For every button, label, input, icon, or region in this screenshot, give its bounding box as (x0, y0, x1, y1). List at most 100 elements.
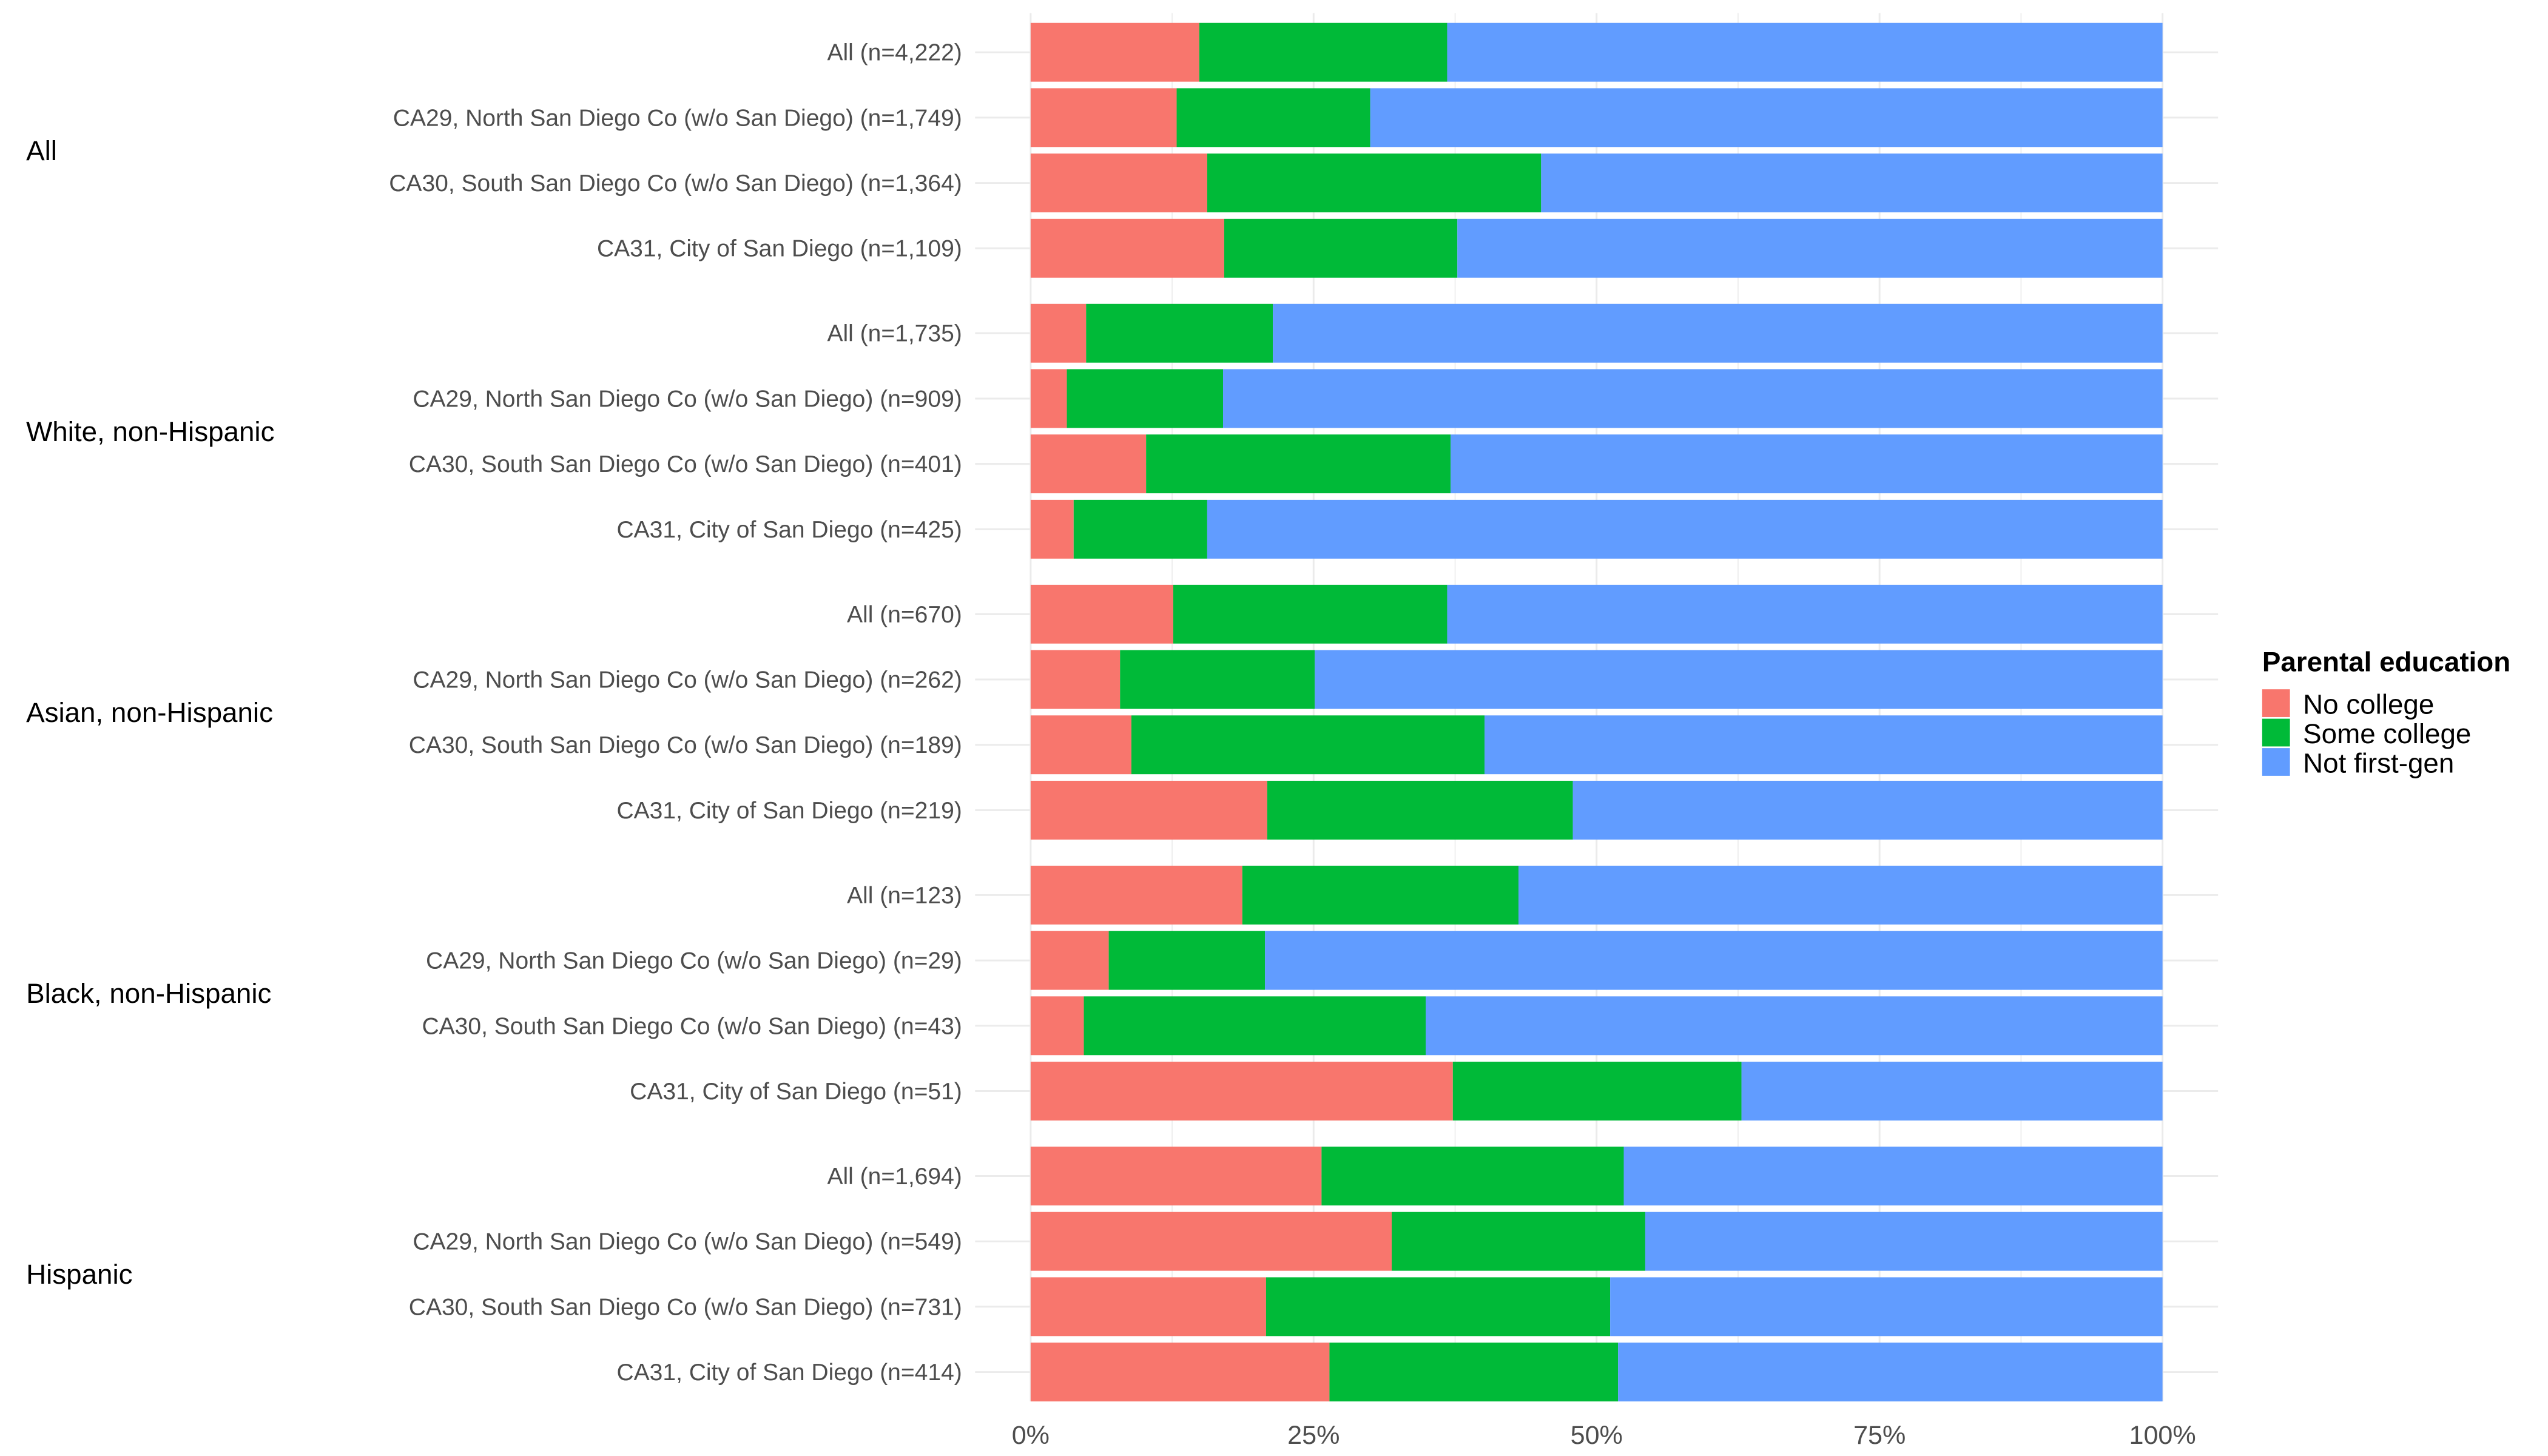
bar-segment-not-first-gen (1645, 1212, 2163, 1271)
row-label: CA31, City of San Diego (n=1,109) (597, 236, 962, 262)
row-label: CA29, North San Diego Co (w/o San Diego)… (413, 386, 962, 412)
bar-segment-not-first-gen (1273, 303, 2163, 363)
bar-segment-no-college (1030, 1147, 1322, 1205)
row-label: All (n=123) (847, 883, 962, 909)
group-label: Asian, non-Hispanic (26, 697, 273, 728)
legend-key-no-college (2262, 689, 2290, 717)
bar-segment-not-first-gen (1610, 1277, 2163, 1336)
bar-segment-not-first-gen (1370, 88, 2163, 147)
bars (1030, 22, 2163, 1402)
bar-segment-some-college (1120, 650, 1315, 709)
bar-segment-no-college (1030, 303, 1087, 363)
row-label: CA31, City of San Diego (n=414) (616, 1360, 962, 1386)
bar-segment-not-first-gen (1485, 715, 2163, 775)
bar-segment-not-first-gen (1457, 218, 2163, 278)
x-tick-label: 25% (1287, 1421, 1340, 1450)
bar-segment-not-first-gen (1451, 434, 2163, 494)
bar-segment-no-college (1030, 584, 1173, 644)
bar-segment-not-first-gen (1447, 584, 2163, 644)
row-label: CA31, City of San Diego (n=51) (630, 1079, 962, 1105)
bar-segment-not-first-gen (1265, 931, 2163, 990)
row-label: CA30, South San Diego Co (w/o San Diego)… (389, 170, 962, 197)
row-labels: All (n=4,222) CA29, North San Diego Co (w… (26, 40, 962, 1386)
bar-segment-not-first-gen (1623, 1147, 2163, 1205)
x-tick-label: 50% (1571, 1421, 1623, 1450)
bar-segment-not-first-gen (1447, 22, 2163, 82)
bar-segment-some-college (1108, 931, 1266, 990)
legend-key-some-college (2262, 718, 2290, 747)
row-label: CA30, South San Diego Co (w/o San Diego)… (409, 732, 962, 758)
x-axis: 0% 25% 50% 75% 100% (1012, 1421, 2196, 1450)
bar-segment-no-college (1030, 1212, 1392, 1271)
bar-segment-some-college (1224, 218, 1458, 278)
row-label: CA31, City of San Diego (n=219) (616, 798, 962, 824)
row-label: CA29, North San Diego Co (w/o San Diego)… (413, 667, 962, 693)
bar-segment-some-college (1199, 22, 1448, 82)
bar-segment-no-college (1030, 780, 1267, 840)
bar-segment-no-college (1030, 1343, 1330, 1402)
bar-segment-no-college (1030, 1062, 1453, 1121)
bar-segment-not-first-gen (1541, 153, 2163, 213)
bar-segment-some-college (1207, 153, 1542, 213)
row-label: CA29, North San Diego Co (w/o San Diego)… (413, 1229, 962, 1255)
bar-segment-some-college (1146, 434, 1451, 494)
bar-segment-not-first-gen (1741, 1062, 2163, 1121)
group-label: Hispanic (26, 1259, 132, 1290)
bar-segment-some-college (1266, 1277, 1611, 1336)
x-tick-label: 0% (1012, 1421, 1050, 1450)
row-label: CA30, South San Diego Co (w/o San Diego)… (422, 1013, 962, 1039)
bar-segment-not-first-gen (1425, 996, 2163, 1056)
group-label: All (26, 135, 57, 166)
bar-segment-no-college (1030, 1277, 1266, 1336)
bar-segment-some-college (1086, 303, 1273, 363)
bar-segment-no-college (1030, 22, 1199, 82)
legend-title: Parental education (2262, 647, 2510, 678)
row-label: All (n=1,735) (827, 321, 962, 347)
bar-segment-no-college (1030, 931, 1109, 990)
legend-label: Some college (2303, 718, 2471, 749)
bar-segment-some-college (1067, 369, 1224, 428)
x-tick-label: 75% (1853, 1421, 1906, 1450)
bar-segment-no-college (1030, 153, 1207, 213)
bar-segment-no-college (1030, 218, 1224, 278)
bar-segment-some-college (1452, 1062, 1742, 1121)
bar-segment-no-college (1030, 88, 1177, 147)
row-label: All (n=670) (847, 602, 962, 628)
bar-segment-no-college (1030, 865, 1242, 925)
group-label: White, non-Hispanic (26, 416, 274, 447)
group-label: Black, non-Hispanic (26, 978, 271, 1009)
bar-segment-not-first-gen (1572, 780, 2163, 840)
bar-segment-some-college (1242, 865, 1518, 925)
bar-segment-no-college (1030, 499, 1074, 559)
bar-segment-some-college (1392, 1212, 1645, 1271)
bar-segment-some-college (1173, 584, 1448, 644)
row-label: CA29, North San Diego Co (w/o San Diego)… (393, 105, 962, 131)
bar-segment-some-college (1321, 1147, 1624, 1205)
bar-segment-no-college (1030, 996, 1084, 1056)
row-label: CA30, South San Diego Co (w/o San Diego)… (409, 1294, 962, 1320)
bar-segment-not-first-gen (1618, 1343, 2163, 1402)
bar-segment-some-college (1329, 1343, 1619, 1402)
row-label: All (n=4,222) (827, 40, 962, 66)
bar-segment-some-college (1267, 780, 1573, 840)
bar-segment-no-college (1030, 434, 1147, 494)
bar-segment-some-college (1131, 715, 1485, 775)
row-label: All (n=1,694) (827, 1164, 962, 1190)
bar-segment-not-first-gen (1223, 369, 2163, 428)
bar-segment-no-college (1030, 650, 1121, 709)
bar-segment-some-college (1176, 88, 1370, 147)
bar-segment-some-college (1084, 996, 1426, 1056)
bar-segment-not-first-gen (1315, 650, 2163, 709)
legend-label: No college (2303, 689, 2434, 720)
row-label: CA30, South San Diego Co (w/o San Diego)… (409, 451, 962, 477)
row-label: CA31, City of San Diego (n=425) (616, 517, 962, 543)
bar-segment-no-college (1030, 369, 1067, 428)
bar-segment-no-college (1030, 715, 1131, 775)
row-label: CA29, North San Diego Co (w/o San Diego)… (426, 948, 962, 974)
legend-key-not-first-gen (2262, 748, 2290, 776)
legend-label: Not first-gen (2303, 748, 2454, 779)
bar-segment-not-first-gen (1207, 499, 2163, 559)
bar-segment-some-college (1073, 499, 1207, 559)
